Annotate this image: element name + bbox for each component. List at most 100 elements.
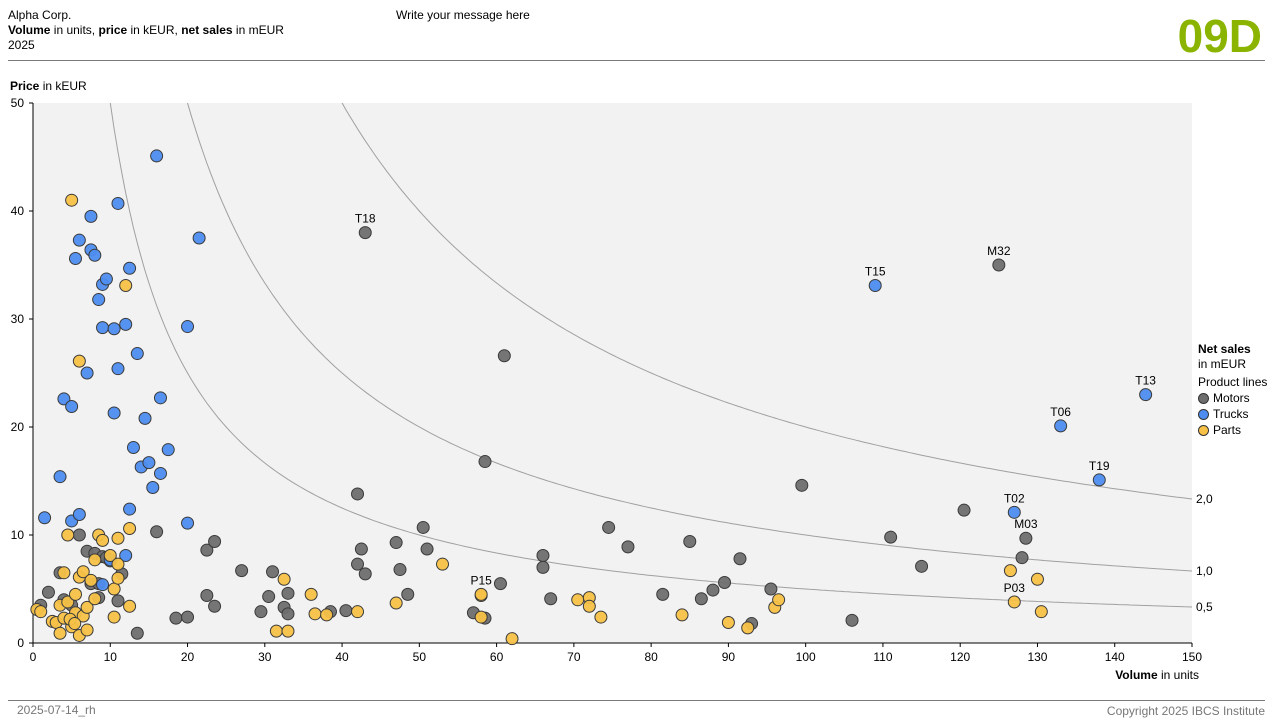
x-tick-label: 90: [722, 650, 736, 664]
x-axis-measure: Volume: [1115, 668, 1158, 682]
point-motors: [915, 559, 929, 573]
y-tick-label: 30: [11, 312, 25, 326]
point-trucks: [1007, 505, 1021, 519]
point-parts: [1007, 595, 1021, 609]
point-motors: [389, 536, 403, 550]
y-tick-label: 10: [11, 528, 25, 542]
point-label: T18: [355, 212, 376, 226]
point-parts: [741, 621, 755, 635]
measure-price: price: [98, 23, 128, 37]
point-parts: [80, 600, 94, 614]
point-trucks: [123, 502, 137, 516]
x-tick-label: 0: [30, 650, 37, 664]
point-motors: [416, 520, 430, 534]
point-parts: [474, 587, 488, 601]
point-motors: [41, 585, 55, 599]
point-label: P03: [1004, 581, 1026, 595]
legend-swatch-trucks: [1198, 408, 1209, 420]
point-trucks: [99, 272, 113, 286]
page-code: 09D: [1177, 10, 1262, 62]
point-parts: [123, 522, 137, 536]
point-parts: [675, 608, 689, 622]
data-points: [30, 149, 1153, 646]
point-motors: [536, 549, 550, 563]
point-parts: [721, 615, 735, 629]
point-trucks: [80, 366, 94, 380]
point-motors: [208, 534, 222, 548]
x-tick-label: 70: [567, 650, 581, 664]
point-trucks: [88, 248, 102, 262]
point-parts: [1003, 564, 1017, 578]
legend-item-parts: Parts: [1198, 422, 1267, 438]
point-motors: [683, 534, 697, 548]
point-parts: [594, 610, 608, 624]
point-trucks: [107, 406, 121, 420]
point-trucks: [161, 443, 175, 457]
point-parts: [308, 607, 322, 621]
point-motors: [1015, 551, 1029, 565]
point-trucks: [123, 261, 137, 275]
point-motors: [339, 604, 353, 618]
x-tick-label: 130: [1027, 650, 1047, 664]
point-trucks: [126, 441, 140, 455]
measure-volume-unit: in units,: [50, 23, 99, 37]
point-trucks: [119, 549, 133, 563]
point-label: T13: [1135, 374, 1156, 388]
point-parts: [84, 573, 98, 587]
point-motors: [602, 520, 616, 534]
point-parts: [269, 624, 283, 638]
message-box[interactable]: Write your message here: [396, 8, 530, 22]
x-axis-title: Volume in units: [1115, 668, 1199, 682]
point-parts: [571, 593, 585, 607]
legend-item-motors: Motors: [1198, 390, 1267, 406]
point-trucks: [53, 470, 67, 484]
point-motors: [181, 610, 195, 624]
point-parts: [53, 626, 67, 640]
point-motors: [111, 594, 125, 608]
point-parts: [107, 582, 121, 596]
x-tick-label: 80: [644, 650, 658, 664]
point-parts: [1034, 605, 1048, 619]
point-trucks: [153, 391, 167, 405]
x-axis-unit: in units: [1157, 668, 1199, 682]
x-tick-label: 110: [873, 650, 892, 664]
footer-copyright: Copyright 2025 IBCS Institute: [1106, 704, 1265, 718]
point-parts: [88, 592, 102, 606]
point-labels: M32 M03 T18 T15 T02 T06 T19 T13 P03 P15: [355, 212, 1156, 595]
legend-subtitle: Product lines: [1198, 375, 1268, 389]
iso-line-0,5: [109, 103, 1192, 608]
point-motors: [351, 487, 365, 501]
point-motors: [262, 590, 276, 604]
point-trucks: [192, 231, 206, 245]
x-tick-label: 140: [1105, 650, 1125, 664]
legend-swatch-parts: [1198, 424, 1209, 436]
point-motors: [656, 587, 670, 601]
point-motors: [536, 560, 550, 574]
point-parts: [96, 533, 110, 547]
point-trucks: [119, 317, 133, 331]
point-motors: [354, 542, 368, 556]
point-label: M32: [987, 244, 1011, 258]
point-motors: [957, 503, 971, 517]
point-parts: [68, 617, 82, 631]
point-label: M03: [1014, 517, 1038, 531]
point-label: P15: [470, 573, 492, 587]
point-motors: [845, 613, 859, 627]
iso-label: 1,0: [1196, 564, 1213, 578]
point-trucks: [96, 578, 110, 592]
legend-title: Net sales: [1198, 342, 1251, 356]
footer-rule: [8, 700, 1265, 701]
point-trucks: [84, 209, 98, 223]
point-parts: [281, 624, 295, 638]
point-parts: [351, 605, 365, 619]
y-axis-unit: in kEUR: [39, 79, 87, 93]
y-tick-label: 50: [11, 96, 25, 110]
measure-price-unit: in kEUR,: [127, 23, 182, 37]
point-parts: [111, 557, 125, 571]
x-tick-label: 60: [490, 650, 504, 664]
y-tick-label: 20: [11, 420, 25, 434]
point-parts: [474, 610, 488, 624]
iso-lines: [109, 103, 1192, 608]
point-label: T15: [865, 265, 886, 279]
